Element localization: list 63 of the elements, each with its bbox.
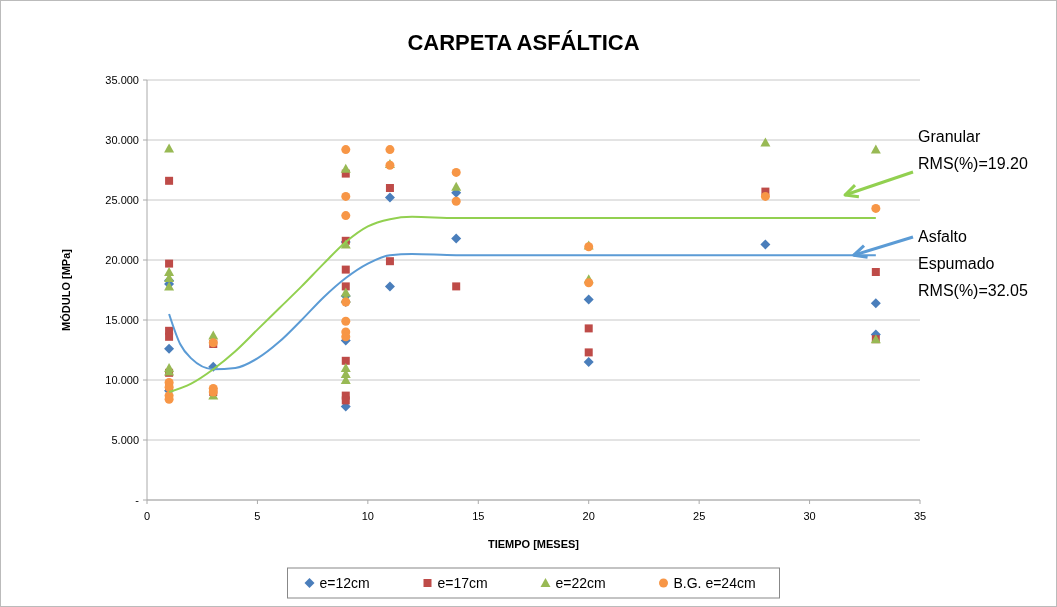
point — [583, 294, 594, 305]
x-tick-label: 20 — [582, 510, 595, 522]
point — [384, 192, 395, 203]
point — [341, 145, 351, 155]
point — [164, 267, 175, 276]
x-tick-label: 25 — [693, 510, 706, 522]
annotation: Granular RMS(%)=19.20 — [918, 128, 1028, 172]
x-tick-label: 35 — [913, 510, 927, 522]
point — [341, 211, 351, 221]
point — [165, 176, 174, 185]
point — [870, 298, 881, 309]
x-tick-label: 5 — [254, 510, 261, 522]
point — [165, 332, 174, 341]
point — [164, 143, 175, 153]
point — [871, 268, 880, 276]
point — [385, 257, 394, 266]
point — [165, 259, 174, 268]
point — [341, 265, 350, 274]
point — [384, 281, 395, 292]
point — [385, 184, 394, 192]
x-tick-label: 15 — [472, 510, 485, 522]
point — [760, 239, 771, 250]
point — [760, 191, 770, 201]
y-tick-label: 20.000 — [105, 254, 139, 266]
point — [164, 343, 175, 354]
point — [385, 145, 395, 155]
legend-label: e=22cm — [555, 575, 606, 591]
point — [451, 181, 462, 191]
point — [340, 163, 351, 173]
y-tick-label: 25.000 — [105, 194, 139, 206]
annotation: Asfalto Espumado RMS(%)=32.05 — [918, 228, 1028, 299]
y-tick-label: 35.000 — [105, 74, 139, 86]
point — [341, 356, 350, 365]
point — [584, 278, 594, 288]
point — [341, 282, 350, 291]
point — [452, 282, 461, 291]
point — [451, 196, 461, 206]
y-tick-label: 5.000 — [111, 434, 139, 446]
point — [341, 396, 350, 405]
y-axis-title: MÓDULO [MPa] — [60, 248, 72, 331]
point — [584, 348, 593, 357]
legend-label: e=12cm — [319, 575, 370, 591]
point — [341, 191, 351, 201]
x-tick-label: 0 — [143, 510, 151, 522]
y-tick-label: 15.000 — [105, 314, 139, 326]
point — [451, 167, 461, 177]
x-axis-title: TIEMPO [MESES] — [487, 538, 580, 550]
x-tick-label: 30 — [803, 510, 816, 522]
point — [870, 144, 881, 154]
point — [584, 324, 593, 333]
legend-label: B.G. e=24cm — [673, 575, 756, 591]
point — [871, 203, 881, 213]
y-tick-label: - — [135, 494, 140, 506]
line-series — [168, 253, 877, 371]
y-tick-label: 10.000 — [105, 374, 139, 386]
x-tick-label: 10 — [361, 510, 374, 522]
point — [451, 233, 462, 244]
point — [583, 357, 594, 367]
point — [760, 137, 771, 147]
legend-label: e=17cm — [437, 575, 488, 591]
chart-title: CARPETA ASFÁLTICA — [407, 30, 640, 55]
point — [341, 316, 351, 326]
y-tick-label: 30.000 — [105, 134, 139, 146]
